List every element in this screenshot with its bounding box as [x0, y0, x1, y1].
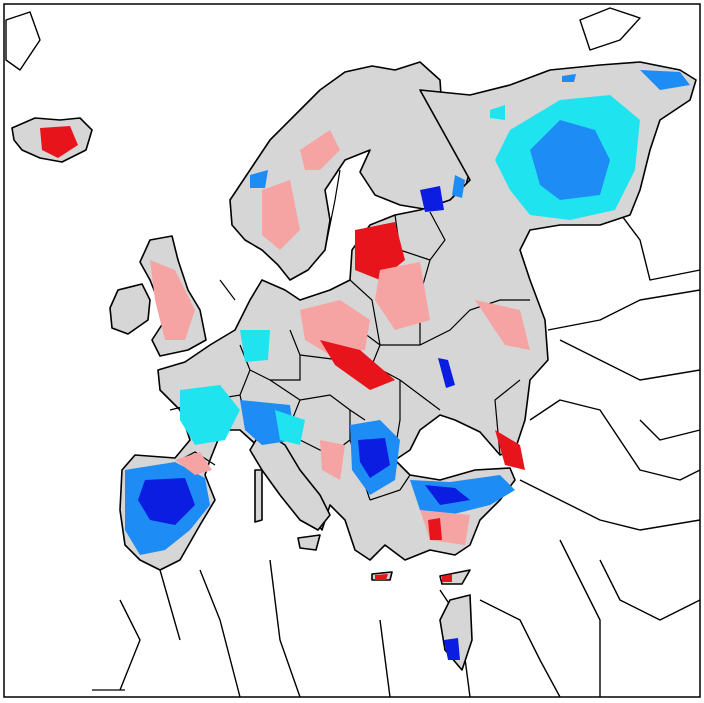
non-study-outlines	[5, 7, 701, 698]
value-patches	[40, 70, 690, 660]
